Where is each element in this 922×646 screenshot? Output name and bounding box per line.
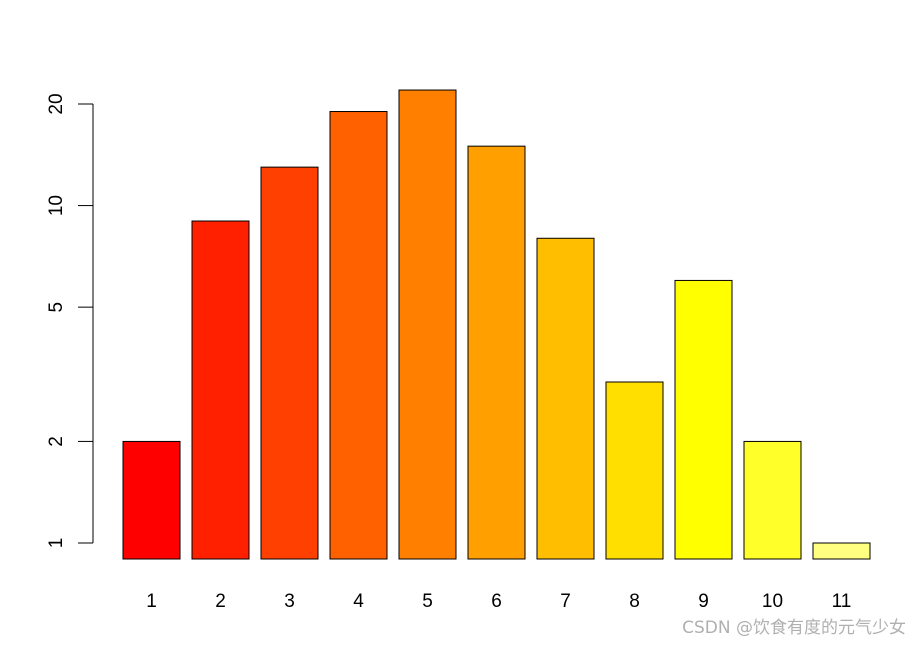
bar-6 [467,145,526,560]
x-tick-label-5: 5 [422,591,433,612]
y-tick-label-2: 2 [46,436,67,447]
y-tick-label-5: 5 [46,302,67,313]
bar-11 [812,542,871,560]
bar-1 [122,440,181,560]
y-tick-label-10: 10 [46,195,67,216]
x-tick-label-7: 7 [560,591,571,612]
x-tick-label-2: 2 [215,591,226,612]
bar-7 [536,237,595,560]
bar-10 [743,440,802,560]
x-tick-label-6: 6 [491,591,502,612]
bar-9 [674,279,733,560]
x-tick-label-3: 3 [284,591,295,612]
y-tick-label-1: 1 [46,538,67,549]
x-tick-label-10: 10 [762,591,783,612]
bar-5 [398,89,457,560]
bar-3 [260,166,319,560]
x-tick-label-11: 11 [832,591,852,612]
bar-2 [191,220,250,560]
y-tick-label-20: 20 [46,93,67,114]
watermark: CSDN @饮食有度的元气少女 [682,618,906,638]
x-tick-label-1: 1 [146,591,157,612]
x-tick-label-9: 9 [698,591,709,612]
x-tick-label-8: 8 [629,591,640,612]
bar-8 [605,381,664,560]
bar-4 [329,111,388,560]
x-tick-label-4: 4 [353,591,364,612]
